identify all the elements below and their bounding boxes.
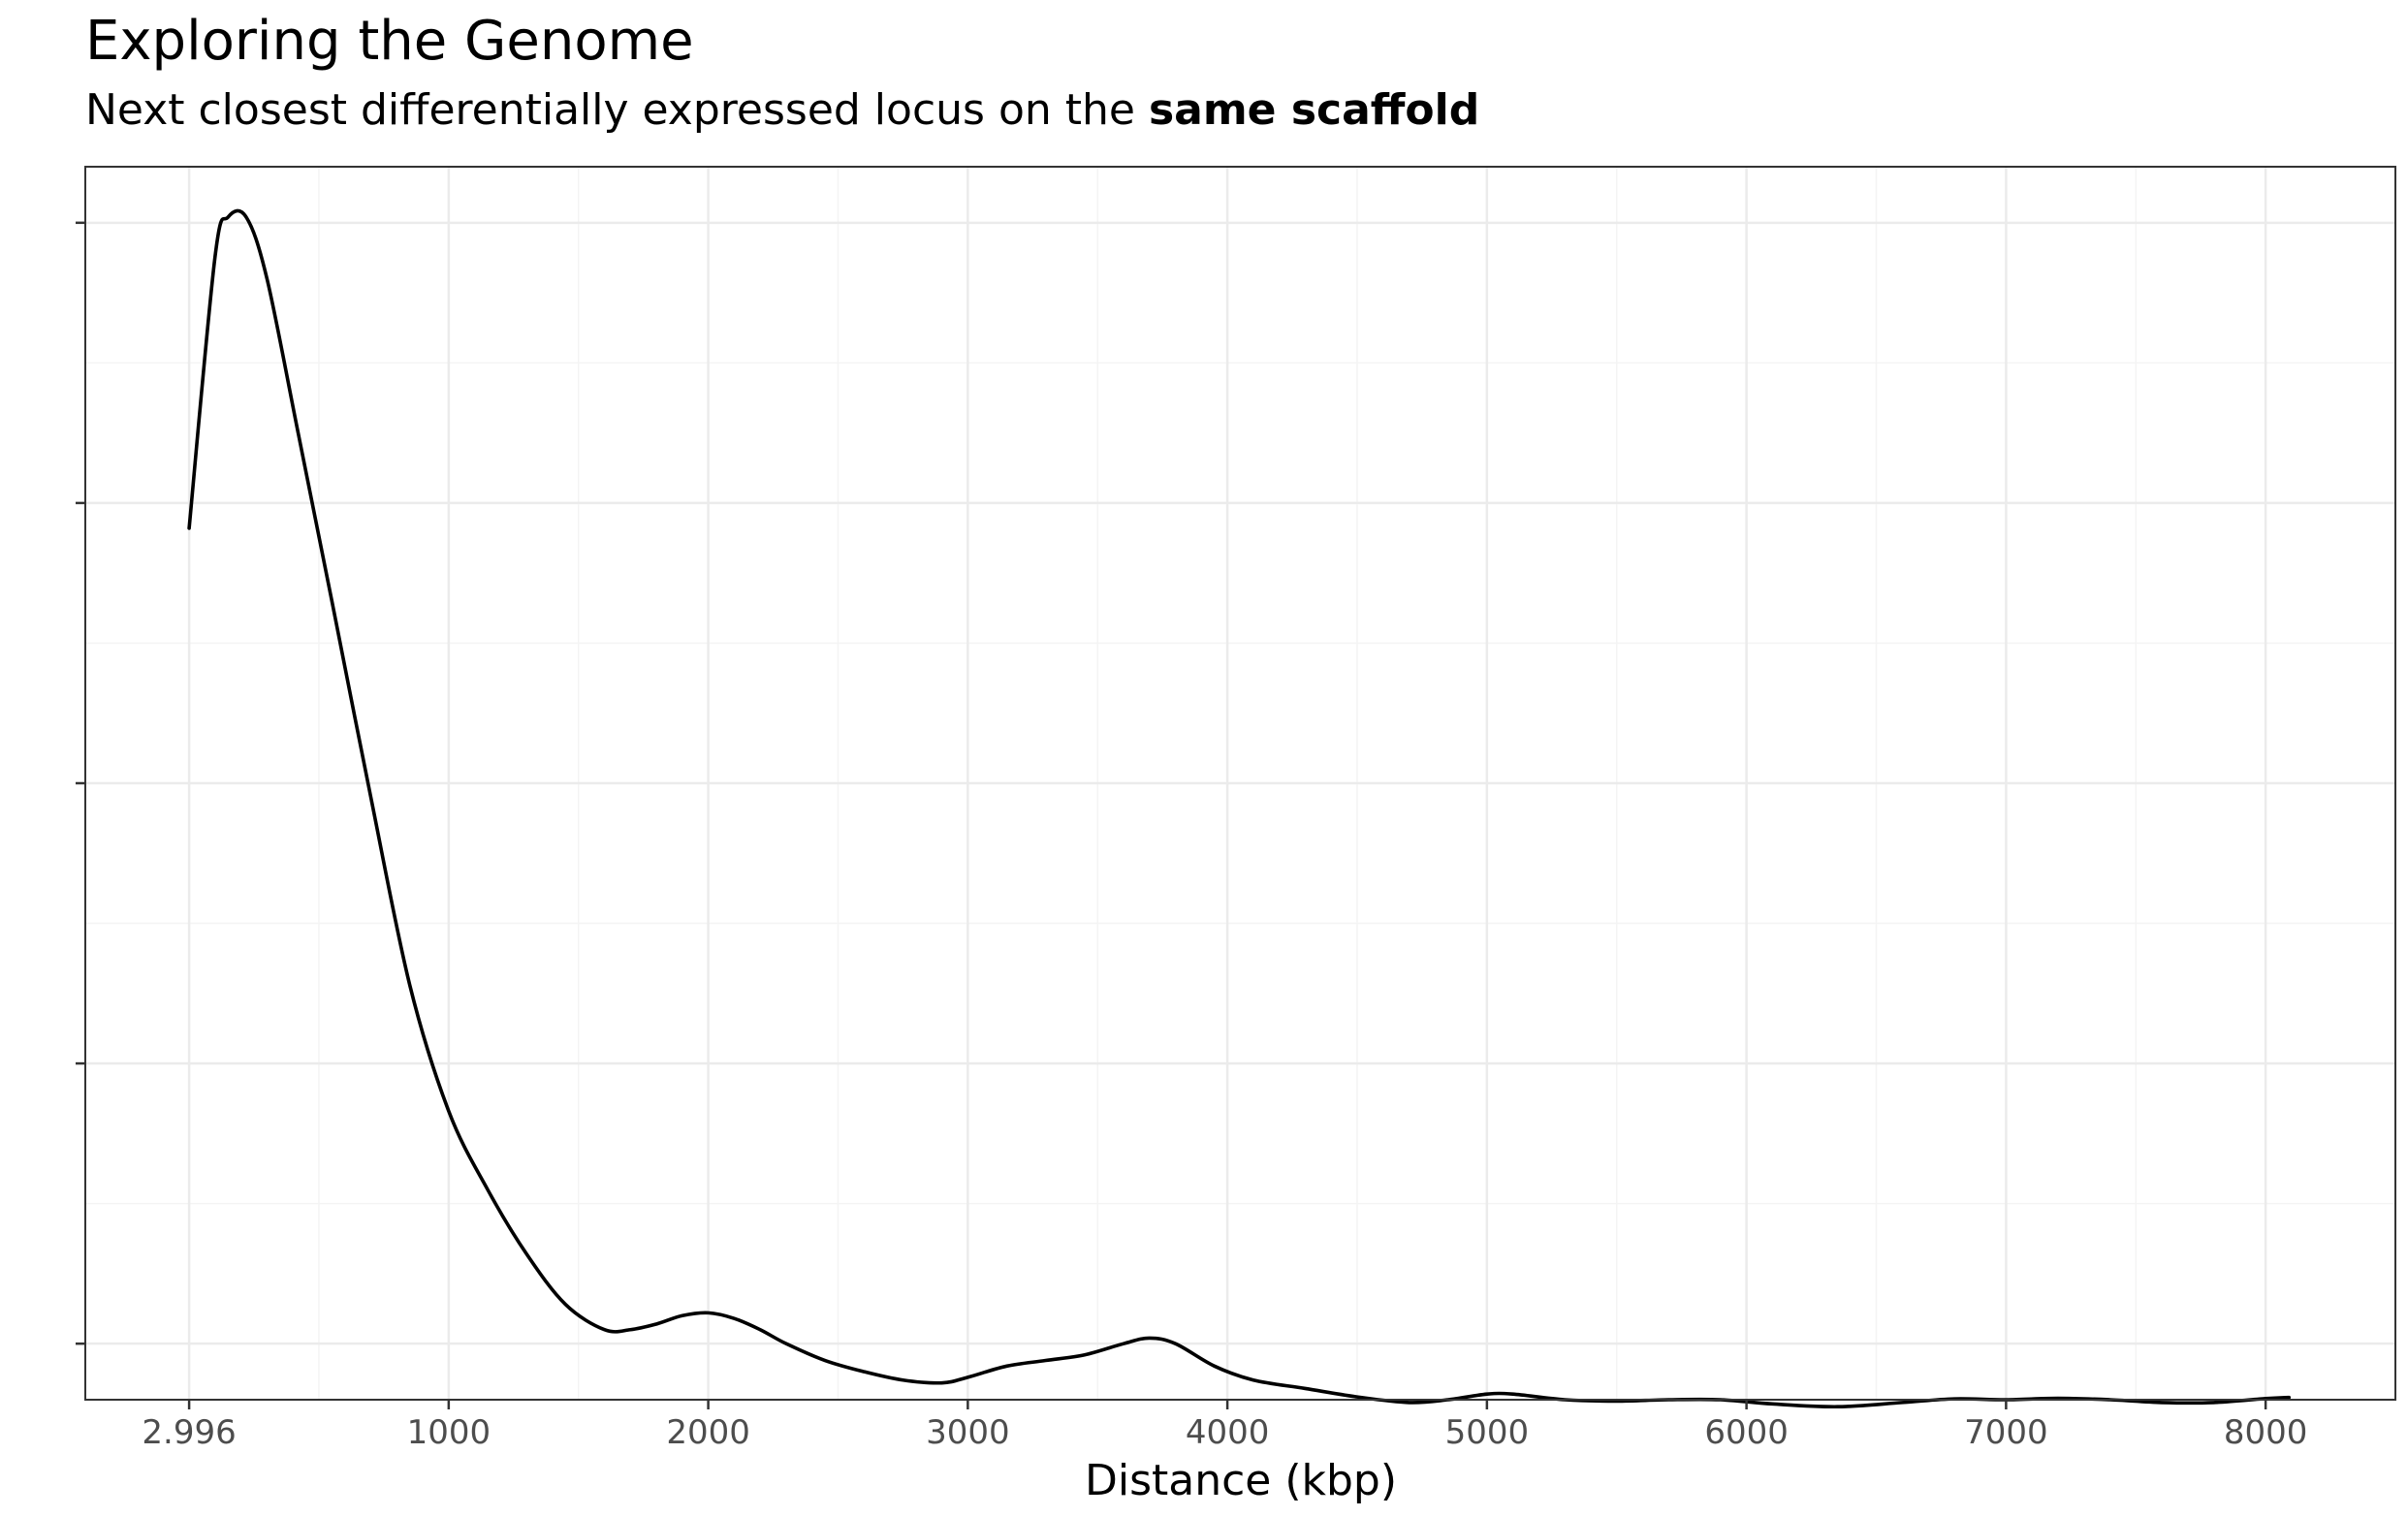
chart-subtitle-bold: same scaffold xyxy=(1148,85,1480,135)
x-tick-label: 1000 xyxy=(407,1413,491,1452)
x-axis-tick-labels: 2.996 1000 2000 3000 4000 5000 6000 7000 8000 xyxy=(142,1413,2307,1452)
x-tick-label: 2.996 xyxy=(142,1413,236,1452)
density-line xyxy=(187,208,2292,1409)
x-tick-label: 5000 xyxy=(1445,1413,1530,1452)
x-tick-label: 8000 xyxy=(2224,1413,2308,1452)
major-grid xyxy=(85,167,2395,1400)
x-axis-ticks xyxy=(187,1400,2267,1409)
y-axis-ticks xyxy=(76,221,85,1345)
chart-subtitle: Next closest differentially expressed lo… xyxy=(85,85,1479,135)
chart-subtitle-text: Next closest differentially expressed lo… xyxy=(85,85,1149,135)
x-axis-title: Distance (kbp) xyxy=(1085,1456,1397,1505)
x-tick-label: 6000 xyxy=(1704,1413,1789,1452)
x-tick-label: 3000 xyxy=(926,1413,1010,1452)
x-tick-label: 7000 xyxy=(1964,1413,2048,1452)
chart-title: Exploring the Genome xyxy=(85,10,694,73)
x-tick-label: 4000 xyxy=(1186,1413,1270,1452)
x-tick-label: 2000 xyxy=(666,1413,750,1452)
